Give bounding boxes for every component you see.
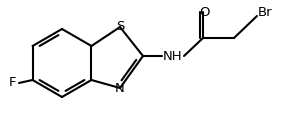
Text: O: O — [200, 7, 210, 20]
Text: Br: Br — [258, 7, 272, 20]
Text: NH: NH — [163, 50, 183, 62]
Text: S: S — [116, 21, 124, 34]
Text: F: F — [8, 76, 16, 89]
Text: N: N — [115, 83, 125, 96]
